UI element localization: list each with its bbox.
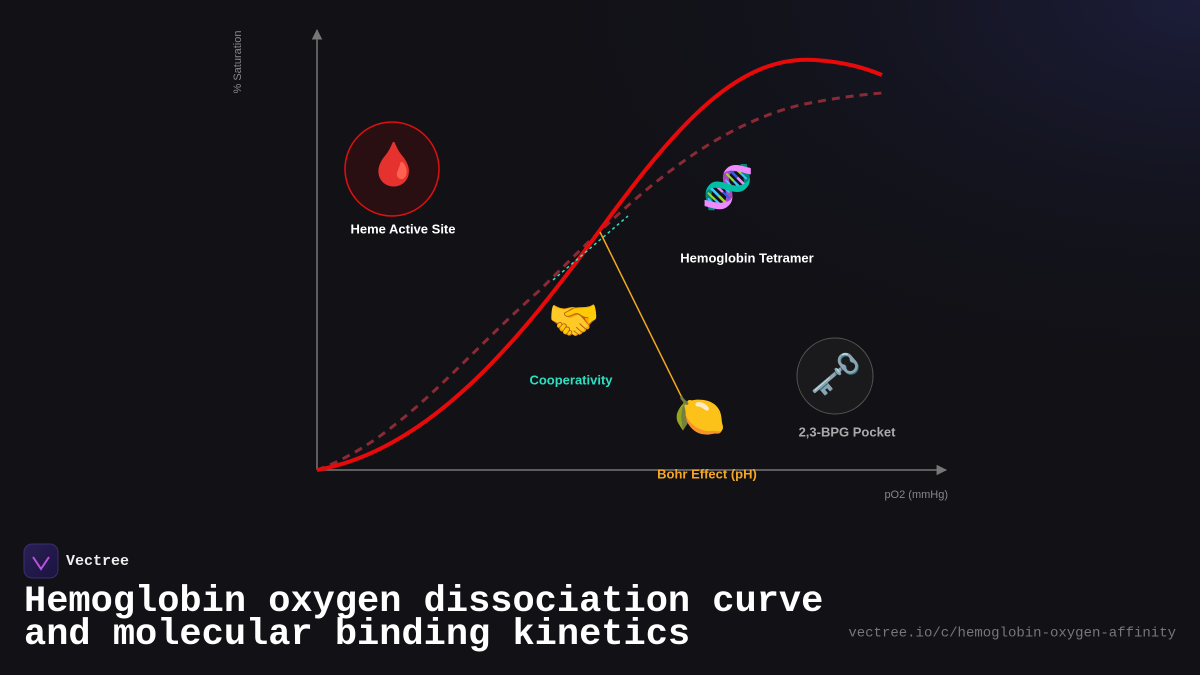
shifted-curve (316, 91, 883, 472)
heme-label: Heme Active Site (350, 221, 455, 236)
bpg-label: 2,3-BPG Pocket (799, 424, 896, 439)
heme-icon: 🩸 (368, 140, 420, 189)
brand-logo (23, 543, 59, 579)
cooperativity-icon: 🤝 (548, 296, 600, 345)
x-axis-label: pO2 (mmHg) (884, 489, 948, 501)
tangent-line (552, 215, 629, 281)
heme-node (344, 121, 440, 217)
url: vectree.io/c/hemoglobin-oxygen-affinity (848, 626, 1176, 642)
bohr-label: Bohr Effect (pH) (657, 466, 757, 481)
bpg-node (796, 337, 874, 415)
bpg-icon: 🗝️ (810, 350, 862, 399)
cooperativity-label: Cooperativity (529, 372, 613, 387)
bohr-icon: 🍋 (674, 391, 726, 440)
saturation-curve (316, 57, 883, 472)
bohr-connector (599, 231, 689, 411)
tetramer-icon: 🧬 (702, 162, 754, 213)
y-axis-label: % Saturation (232, 31, 244, 94)
brand-logo-mark (32, 556, 50, 571)
title-line: Hemoglobin oxygen dissociation curve (24, 581, 823, 623)
title-line: and molecular binding kinetics (24, 614, 690, 656)
brand-name: Vectree (66, 553, 129, 570)
tetramer-label: Hemoglobin Tetramer (680, 250, 813, 265)
